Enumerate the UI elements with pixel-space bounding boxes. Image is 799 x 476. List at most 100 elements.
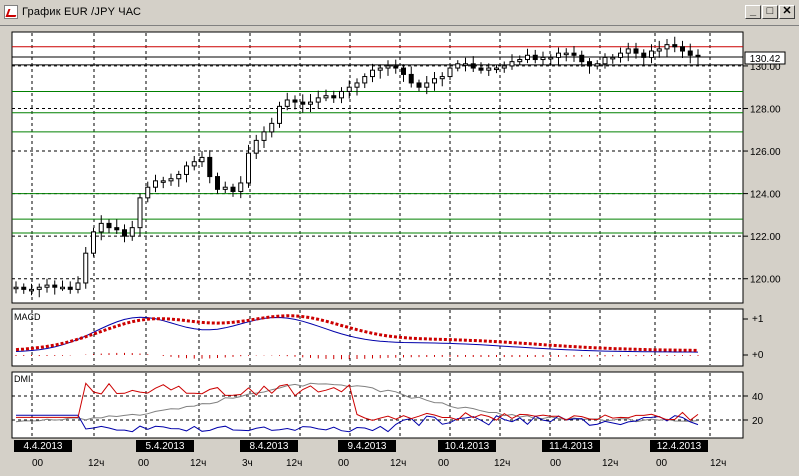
minimize-button[interactable]: _ (745, 5, 761, 19)
candle-body (602, 56, 608, 65)
candle-body (416, 82, 422, 88)
hour-label: 00 (550, 458, 562, 469)
dmi-tick-20: 20 (752, 416, 764, 427)
date-label-box (438, 440, 496, 452)
candle-body (377, 67, 383, 71)
price-candles (13, 36, 701, 298)
candle-body (393, 65, 399, 69)
candle-body (401, 67, 406, 75)
hour-label: 12ч (190, 458, 206, 469)
candle-body (579, 54, 585, 63)
candle-body (98, 222, 104, 233)
date-label-box (136, 440, 194, 452)
chart-area[interactable]: 130.00 128.00 126.00 124.00 122.00 120.00 130… (10, 30, 795, 474)
candle-body (230, 186, 236, 192)
candle-body (261, 131, 267, 141)
price-tick-label: 122.00 (750, 232, 781, 243)
date-label: 4.4.2013 (24, 441, 63, 452)
candle-body (439, 76, 445, 80)
date-axis: 4.4.2013 5.4.2013 8.4.2013 9.4.2013 10.4.201… (14, 440, 708, 452)
candle-body (122, 229, 127, 237)
candle-body (199, 156, 205, 163)
candle-body (664, 44, 670, 50)
hour-label: 3ч (242, 458, 253, 469)
candle-body (300, 101, 306, 105)
candle-body (470, 63, 476, 69)
maximize-button[interactable]: □ (762, 5, 778, 19)
candle-body (687, 50, 693, 56)
dmi-label: DMI (14, 374, 31, 384)
candle-body (517, 59, 523, 63)
candle-body (36, 286, 42, 290)
candle-body (284, 99, 290, 107)
candle-body (501, 65, 507, 69)
hour-label: 12ч (710, 458, 726, 469)
macd-label: MACD (14, 312, 41, 322)
hour-label: 12ч (494, 458, 510, 469)
candle-body (408, 73, 414, 84)
dmi-tick-40: 40 (752, 392, 764, 403)
macd-line (15, 316, 699, 353)
price-panel-bg (11, 31, 744, 304)
candle-body (114, 227, 120, 231)
hour-label: 12ч (88, 458, 104, 469)
candle-body (478, 67, 484, 71)
candle-body (308, 101, 313, 105)
price-y-ticks: 130.00 128.00 126.00 124.00 122.00 120.00 (743, 62, 781, 286)
date-label: 12.4.2013 (657, 441, 702, 452)
candle-body (246, 152, 251, 184)
dmi-plus-line (16, 414, 699, 433)
chart-canvas[interactable]: 130.00 128.00 126.00 124.00 122.00 120.00 130… (10, 30, 795, 474)
date-label-box (338, 440, 396, 452)
current-price-box (744, 51, 786, 65)
candle-body (339, 90, 344, 99)
candle-body (52, 284, 58, 288)
candle-body (563, 52, 569, 56)
macd-signal-line (15, 314, 699, 352)
candle-body (432, 78, 437, 84)
candle-body (269, 122, 275, 133)
candle-body (67, 286, 73, 290)
candle-body (292, 99, 298, 103)
candle-body (587, 61, 592, 67)
price-tick-label: 128.00 (750, 104, 781, 115)
candle-body (370, 69, 375, 78)
candle-body (625, 48, 631, 54)
candle-body (656, 48, 662, 52)
candle-body (176, 173, 182, 180)
candle-body (83, 252, 89, 284)
candle-body (494, 67, 499, 71)
candle-body (238, 182, 244, 192)
candle-body (253, 139, 259, 154)
candle-body (44, 284, 50, 288)
candle-body (695, 54, 701, 58)
close-button[interactable]: ✕ (779, 5, 795, 19)
candle-body (137, 197, 143, 229)
window-title: График EUR /JPY ЧАС (22, 6, 142, 18)
date-label: 5.4.2013 (146, 441, 185, 452)
date-label: 11.4.2013 (549, 441, 593, 452)
date-label: 8.4.2013 (250, 441, 289, 452)
candle-body (556, 52, 561, 58)
hour-label: 00 (438, 458, 450, 469)
candle-body (385, 65, 391, 69)
macd-tick-plus1: +1 (752, 314, 764, 325)
hour-label: 00 (32, 458, 44, 469)
dmi-adx-line (15, 382, 699, 423)
candle-body (91, 231, 96, 254)
candle-body (315, 97, 321, 103)
candle-body (548, 56, 554, 60)
hour-axis: 00 12ч 00 12ч 3ч 12ч 00 12ч 00 12ч 00 12ч 00 12ч (32, 458, 726, 469)
macd-tick-zero: +0 (752, 350, 764, 361)
candle-body (680, 46, 685, 52)
date-label-box (542, 440, 600, 452)
candle-body (346, 86, 352, 92)
hour-label: 00 (656, 458, 668, 469)
candle-body (486, 67, 492, 71)
candle-body (532, 54, 538, 61)
hour-label: 00 (138, 458, 150, 469)
candle-body (60, 286, 65, 290)
price-panel: 130.00 128.00 126.00 124.00 122.00 120.00 130… (11, 31, 786, 304)
candle-body (331, 95, 337, 99)
candle-body (215, 176, 220, 190)
